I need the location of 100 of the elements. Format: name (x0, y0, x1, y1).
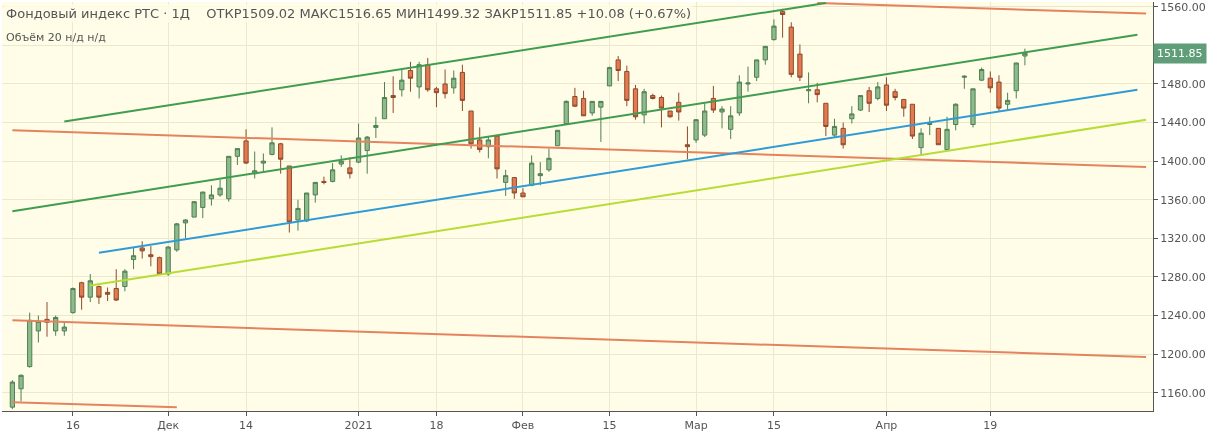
candlestick (18, 373, 24, 402)
candlestick (901, 98, 907, 118)
candlestick (745, 66, 751, 93)
candlestick (347, 156, 353, 180)
candlestick (788, 21, 794, 78)
candlestick (451, 69, 457, 95)
candlestick (702, 102, 708, 138)
candlestick (892, 88, 898, 101)
y-tick-label: 1400.00 (1160, 155, 1206, 169)
x-tick-label: Фев (511, 419, 535, 433)
candlestick (459, 64, 466, 112)
candlestick (9, 379, 16, 410)
candlestick (433, 86, 440, 108)
candlestick (572, 87, 578, 108)
candlestick (70, 287, 76, 315)
candlestick (286, 165, 292, 234)
candlestick (1022, 48, 1028, 66)
y-tick-label: 1280.00 (1160, 270, 1206, 284)
candlestick (61, 320, 67, 337)
candlestick (503, 169, 509, 197)
candlestick (381, 81, 388, 120)
candlestick (208, 184, 215, 207)
candlestick (217, 178, 223, 198)
candlestick (191, 201, 197, 218)
candlestick (684, 125, 691, 160)
candlestick (96, 285, 102, 305)
candlestick (615, 55, 621, 82)
candlestick (79, 281, 85, 311)
candlestick (598, 100, 604, 143)
candlestick (243, 128, 249, 165)
candlestick (935, 127, 941, 146)
x-tick-label: Мар (684, 419, 708, 433)
x-tick-label: 15 (602, 419, 617, 433)
y-tick-label: 1240.00 (1160, 309, 1206, 323)
candlestick (130, 247, 137, 270)
candlestick (754, 59, 760, 82)
candlestick (814, 82, 820, 103)
candlestick (321, 176, 327, 185)
x-tick-label: 14 (239, 419, 254, 433)
candlestick (970, 88, 976, 128)
candlestick (641, 88, 647, 125)
candlestick (762, 45, 768, 66)
x-tick-label: 18 (429, 419, 444, 433)
candlestick (546, 148, 552, 173)
candlestick (736, 74, 742, 117)
candlestick (148, 245, 154, 267)
y-tick-label: 1320.00 (1160, 232, 1206, 246)
candlestick (537, 161, 543, 186)
candlestick (416, 61, 422, 99)
candlestick (831, 118, 838, 138)
candlestick (823, 102, 829, 137)
candlestick (849, 105, 855, 125)
y-tick-label: 1440.00 (1160, 116, 1206, 130)
candlestick (226, 155, 232, 203)
candlestick (866, 86, 872, 113)
candlestick (494, 134, 500, 180)
candlestick (857, 95, 864, 112)
candlestick (520, 187, 526, 198)
candlestick (200, 191, 206, 219)
candlestick (693, 119, 699, 144)
y-tick-label: 1480.00 (1160, 77, 1206, 91)
x-tick-label: 15 (766, 419, 781, 433)
candlestick (554, 129, 561, 147)
candlestick (563, 99, 569, 125)
y-tick-label: 1160.00 (1160, 386, 1206, 400)
candlestick (407, 61, 414, 93)
y-tick-label: 1200.00 (1160, 347, 1206, 361)
candlestick (182, 218, 189, 239)
candlestick (104, 287, 111, 302)
candlestick (797, 43, 803, 82)
candlestick (87, 273, 93, 303)
candlestick (338, 154, 344, 168)
candlestick (295, 199, 301, 232)
candlestick (996, 74, 1002, 113)
candlestick (269, 126, 275, 156)
candlestick (624, 65, 630, 107)
candlestick (987, 70, 993, 94)
annotation: Объём 20 н/д н/д (6, 31, 107, 44)
candlestick (875, 81, 881, 101)
candlestick (918, 127, 924, 156)
candlestick (234, 148, 241, 166)
candlestick (961, 74, 967, 90)
candlestick (390, 75, 396, 114)
candlestick (304, 192, 310, 223)
y-tick-label: 1560.00 (1160, 0, 1206, 14)
candlestick (728, 105, 734, 140)
chart-title: Фондовый индекс РТС · 1Д ОТКР1509.02 МАКС1516.65 МИН1499.32 ЗАКР1511.85 +10.08 (+0.67%) (6, 6, 692, 21)
candlestick (442, 69, 448, 99)
candlestick (883, 76, 890, 112)
candlestick (329, 162, 336, 183)
candlestick (944, 116, 950, 152)
candlestick (909, 103, 916, 140)
x-tick-label: 2021 (344, 419, 373, 433)
candlestick (156, 256, 163, 276)
candlestick (278, 142, 284, 175)
candlestick (425, 57, 431, 93)
candlestick (529, 154, 535, 187)
candlestick (719, 105, 725, 129)
candlestick (468, 110, 474, 150)
candlestick (840, 122, 846, 150)
